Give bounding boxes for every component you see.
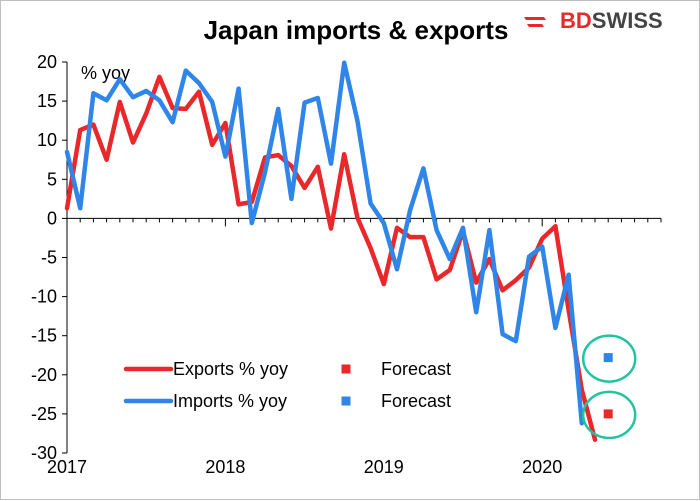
x-tick-label: 2019 — [364, 457, 404, 477]
y-tick-label: -30 — [31, 443, 57, 463]
y-tick-label: 5 — [47, 169, 57, 189]
svg-text:BDSWISS: BDSWISS — [560, 8, 663, 33]
y-tick-label: 15 — [37, 91, 57, 111]
legend: Exports % yoy Forecast Imports % yoy Foreca… — [123, 359, 451, 411]
legend-square-swatch — [341, 364, 351, 374]
x-tick-label: 2018 — [205, 457, 245, 477]
legend-label: Imports % yoy — [173, 391, 287, 411]
y-tick-label: 10 — [37, 130, 57, 150]
x-tick-label: 2017 — [47, 457, 87, 477]
forecast-marker-0 — [603, 409, 613, 419]
y-tick-label: -25 — [31, 404, 57, 424]
series-line-1 — [64, 60, 585, 426]
brand-logo-swiss: SWISS — [592, 8, 663, 33]
y-axis-unit-label: % yoy — [81, 63, 130, 83]
y-tick-label: -20 — [31, 365, 57, 385]
logo-arrow-icon — [524, 17, 546, 20]
y-tick-label: -10 — [31, 287, 57, 307]
forecast-highlight-circle — [581, 390, 637, 440]
y-tick-label: -5 — [41, 248, 57, 268]
x-tick-label: 2020 — [522, 457, 562, 477]
legend-square-swatch — [341, 396, 351, 406]
series-layer — [64, 60, 598, 442]
forecast-marker-1 — [603, 353, 613, 363]
brand-logo: BDSWISS — [524, 8, 663, 33]
logo-arrow-icon — [527, 24, 544, 27]
brand-logo-bd: BD — [560, 8, 592, 33]
chart-title: Japan imports & exports — [204, 15, 509, 45]
series-line-0 — [64, 74, 598, 442]
legend-label: Forecast — [381, 359, 451, 379]
y-tick-label: 20 — [37, 52, 57, 72]
legend-label: Exports % yoy — [173, 359, 288, 379]
y-tick-label: -15 — [31, 326, 57, 346]
legend-label: Forecast — [381, 391, 451, 411]
y-tick-label: 0 — [47, 208, 57, 228]
forecast-highlight-circle — [581, 334, 637, 383]
forecast-layer — [581, 334, 637, 440]
